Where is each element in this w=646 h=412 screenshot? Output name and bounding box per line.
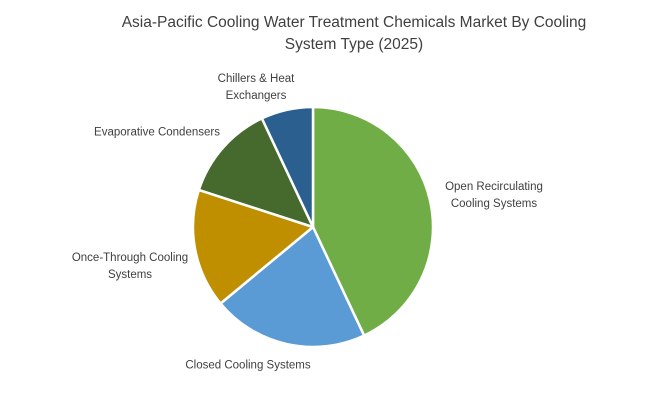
slice-label-3: Once-Through Cooling Systems	[71, 252, 189, 281]
pie-slice-5	[260, 105, 315, 229]
pie-slice-1	[311, 105, 435, 337]
slice-label-1: Open Recirculating Cooling Systems	[445, 181, 543, 210]
slice-label-4: Evaporative Condensers	[94, 126, 220, 139]
pie-slice-4	[197, 117, 315, 229]
slice-label-2: Closed Cooling Systems	[185, 359, 311, 372]
pie-slice-2	[219, 225, 366, 349]
chart-title: Asia-Pacific Cooling Water Treatment Che…	[121, 14, 587, 53]
slice-label-5: Chillers & Heat Exchangers	[217, 73, 295, 102]
